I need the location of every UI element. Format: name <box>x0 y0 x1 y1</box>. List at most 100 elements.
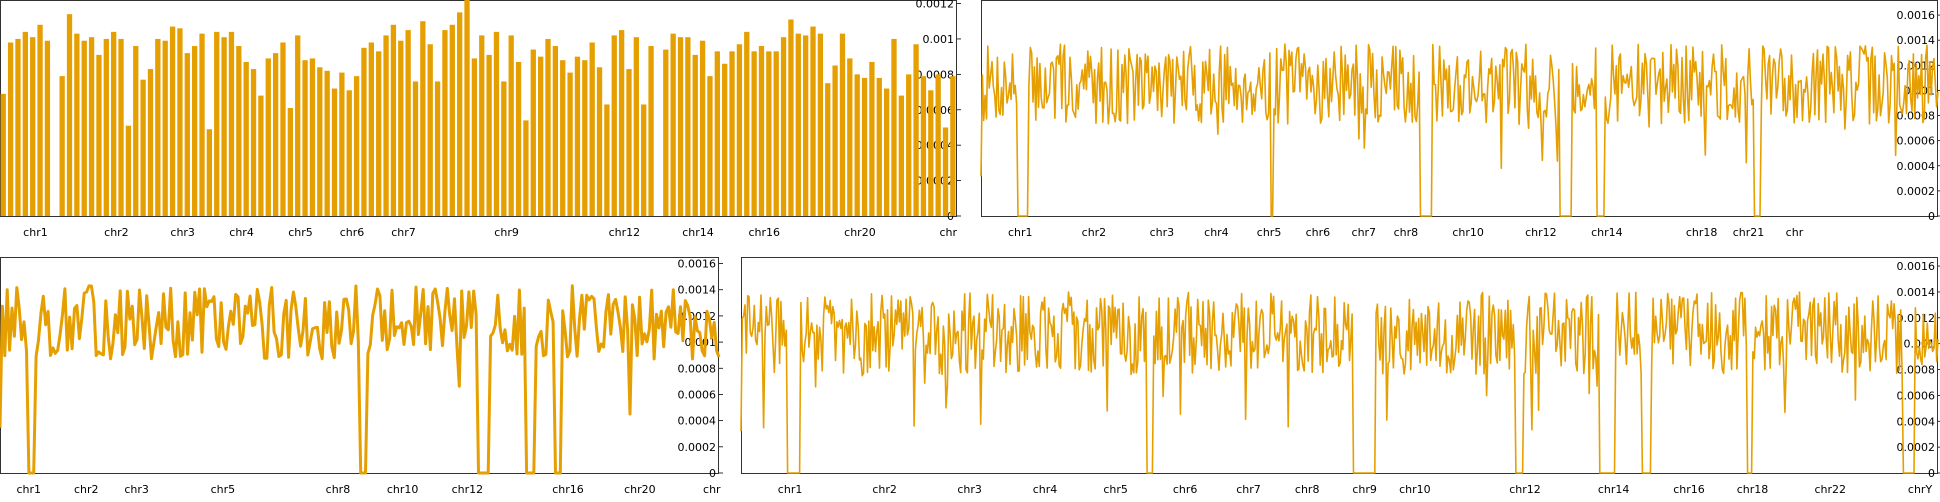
x-tick-label: chr3 <box>170 226 195 239</box>
x-tick-label: chr9 <box>494 226 519 239</box>
coverage-bar <box>96 54 102 216</box>
plot-frame <box>0 0 957 217</box>
y-tick-label: 0.0014 <box>1897 34 1936 47</box>
coverage-bar <box>803 35 809 216</box>
coverage-bar <box>596 67 603 216</box>
x-tick-label: chr6 <box>1173 483 1198 496</box>
coverage-line <box>740 291 1939 474</box>
coverage-bar <box>876 77 882 216</box>
coverage-bar <box>324 70 330 216</box>
x-tick-label: chr12 <box>1525 226 1557 239</box>
x-tick-label: chr10 <box>1399 483 1431 496</box>
coverage-bar <box>545 38 551 216</box>
x-tick-label: chr20 <box>624 483 656 496</box>
coverage-bar <box>15 38 21 216</box>
coverage-bar <box>928 90 934 216</box>
coverage-bar <box>604 104 610 216</box>
coverage-bar <box>883 88 890 216</box>
y-tick-label: 0.0006 <box>1897 135 1936 148</box>
coverage-bar <box>744 31 750 217</box>
coverage-bar <box>677 37 684 216</box>
x-tick-label: chr10 <box>1452 226 1484 239</box>
coverage-bar <box>177 28 183 217</box>
x-tick-label: chr16 <box>748 226 780 239</box>
coverage-bar <box>192 46 198 216</box>
coverage-bar <box>155 38 161 216</box>
coverage-bar <box>493 31 500 217</box>
coverage-bar <box>442 30 448 217</box>
x-tick-label: chr6 <box>340 226 365 239</box>
coverage-bar <box>390 24 397 217</box>
coverage-bar <box>199 33 205 216</box>
coverage-line-panel-bottom-right: 00.00020.00040.00060.00080.0010.00120.00… <box>740 257 1940 496</box>
coverage-bar <box>184 53 190 217</box>
coverage-bar <box>685 37 691 216</box>
coverage-bar <box>817 33 824 216</box>
coverage-bar <box>552 46 559 216</box>
coverage-bar <box>582 60 588 217</box>
coverage-bar <box>383 35 389 216</box>
coverage-bar <box>302 60 308 217</box>
coverage-bar <box>537 56 544 217</box>
x-tick-label: chr14 <box>1591 226 1623 239</box>
x-tick-label: chr6 <box>1306 226 1331 239</box>
x-tick-label: chr2 <box>104 226 129 239</box>
coverage-bar <box>236 46 242 216</box>
coverage-bar <box>530 49 536 217</box>
x-tick-label: chr1 <box>23 226 48 239</box>
x-tick-label: chr14 <box>682 226 714 239</box>
coverage-bar <box>368 42 374 216</box>
x-tick-label: chr3 <box>124 483 149 496</box>
coverage-bar <box>501 81 507 216</box>
x-tick-label: chr5 <box>1257 226 1282 239</box>
x-tick-label: chr8 <box>1394 226 1419 239</box>
coverage-bar <box>567 72 573 216</box>
coverage-bar <box>258 95 264 216</box>
coverage-bar <box>618 30 625 217</box>
coverage-bar <box>265 58 271 216</box>
coverage-bar <box>942 127 949 216</box>
coverage-bar <box>788 19 794 217</box>
y-tick-label: 0.0002 <box>678 441 717 454</box>
coverage-line-panel-bottom-left: 00.00020.00040.00060.00080.0010.00120.00… <box>0 257 723 496</box>
coverage-bar <box>162 40 168 216</box>
x-tick-label: chr18 <box>1686 226 1718 239</box>
x-tick-label: chr7 <box>1352 226 1377 239</box>
coverage-bar <box>854 74 860 216</box>
y-tick-label: 0.0014 <box>678 284 717 297</box>
x-tick-label: chr12 <box>1509 483 1541 496</box>
coverage-bar <box>795 33 801 216</box>
coverage-bar <box>670 33 676 216</box>
x-tick-label: chr <box>703 483 721 496</box>
coverage-bar <box>228 31 235 217</box>
coverage-bar <box>891 38 897 216</box>
coverage-line-panel-top-right: 00.00020.00040.00060.00080.0010.00120.00… <box>980 0 1940 239</box>
coverage-bar <box>66 14 73 216</box>
coverage-bar-panel-top-left: 00.00020.00040.00060.00080.0010.0012chr1… <box>0 0 961 239</box>
x-tick-label: chr20 <box>844 226 876 239</box>
x-tick-label: chr12 <box>452 483 484 496</box>
y-tick-label: 0.0004 <box>1897 415 1936 428</box>
coverage-bar <box>44 40 51 216</box>
x-tick-label: chr4 <box>229 226 254 239</box>
coverage-bar <box>847 58 853 216</box>
coverage-bar <box>0 93 6 216</box>
coverage-bar <box>405 30 411 217</box>
coverage-bar <box>434 81 441 216</box>
coverage-bar <box>398 40 404 216</box>
coverage-bar <box>353 76 360 216</box>
y-tick-label: 0.0016 <box>1897 260 1936 273</box>
coverage-bar <box>250 69 257 216</box>
coverage-line <box>0 284 721 475</box>
coverage-bar <box>773 51 779 216</box>
x-tick-label: chr <box>940 226 958 239</box>
coverage-bar <box>611 35 617 216</box>
x-tick-label: chr14 <box>1598 483 1630 496</box>
coverage-bar <box>766 51 772 216</box>
coverage-bar <box>346 90 352 216</box>
coverage-bar <box>515 61 522 217</box>
coverage-bar <box>729 51 735 216</box>
x-tick-label: chr2 <box>872 483 897 496</box>
coverage-bar <box>950 76 956 216</box>
